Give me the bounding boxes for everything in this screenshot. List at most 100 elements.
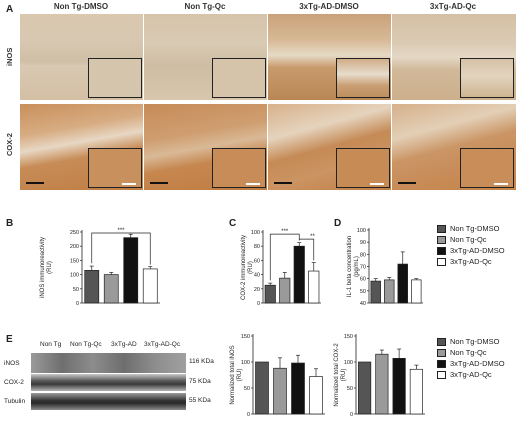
inset-zoom [88,58,142,98]
legend-item: 3xTg-AD-Qc [437,370,505,381]
bar [273,367,287,415]
legend-swatch [437,225,446,234]
inset-zoom [336,148,390,188]
y-tick-label: 60 [360,277,366,283]
legend-label: 3xTg-AD-DMSO [450,359,505,368]
legend-label: Non Tg-DMSO [450,224,500,233]
significance-bracket [91,232,151,265]
inset-zoom [336,58,390,98]
y-tick-label: 100 [251,230,260,236]
bar [308,270,320,304]
inset-zoom [212,58,266,98]
micrograph-cox2-3xtg-qc [391,103,517,191]
legend-item: Non Tg-DMSO [437,337,505,348]
column-title-3xtg-qc: 3xTg-AD-Qc [429,2,477,11]
inset-scale-bar [246,183,260,185]
y-tick-label: 50 [347,386,353,392]
bar [370,280,381,304]
legend-swatch [437,371,446,380]
bar [409,368,423,415]
band-size-tubulin: 55 KDa [189,397,211,404]
panel-letter-a: A [6,4,14,15]
y-tick-label: 40 [254,273,260,279]
y-tick-label: 200 [70,244,79,250]
bar [123,237,139,304]
y-axis-label: Normalized total COX-2(RU) [334,343,347,407]
y-axis-label-line: (RU) [341,369,347,382]
scale-bar [150,182,168,184]
legend-label: Non Tg-DMSO [450,337,500,346]
bar [84,269,100,304]
panel-letter-b: B [6,218,14,229]
significance-bracket [299,238,315,261]
legend-swatch [437,258,446,267]
y-tick-label: 150 [344,334,353,340]
y-tick-label: 0 [76,301,79,307]
y-axis-label-line: IL-1 beta concentration [347,236,353,297]
bar [264,284,276,304]
inset-zoom [212,148,266,188]
y-tick-label: 50 [244,386,250,392]
blot-strip-cox2 [31,374,186,391]
y-tick-label: 150 [70,258,79,264]
micrograph-inos-3xtg-dmso [267,13,393,101]
micrograph-inos-3xtg-qc [391,13,517,101]
chart-d: IL-1 beta concentration(pg/mL)4050607080… [347,228,423,307]
legend-label: 3xTg-AD-Qc [450,257,492,266]
y-tick-label: 250 [70,230,79,236]
row-label-cox2: COX-2 [5,133,14,156]
bar [397,263,408,304]
scale-bar [26,182,44,184]
y-tick-label: 60 [254,258,260,264]
bar [293,245,305,304]
bar [384,279,395,304]
significance-label: *** [281,229,289,235]
y-axis-label-line: (pg/mL) [354,256,360,277]
legend-label: 3xTg-AD-DMSO [450,246,505,255]
y-axis-label-line: Normalized total COX-2 [334,343,340,407]
y-tick-label: 70 [360,265,366,271]
band-size-inos: 116 KDa [189,358,214,365]
chart-e-inos: Normalized total iNOS(RU) 0 50 100 150 [230,334,325,418]
bar [358,361,372,415]
y-tick-label: 100 [344,360,353,366]
y-tick-label: 50 [73,287,79,293]
lane-label-3xtg-qc: 3xTg-AD-Qc [144,341,181,348]
legend-item: 3xTg-AD-Qc [437,257,505,268]
bar [291,362,305,415]
legend-item: Non Tg-DMSO [437,224,505,235]
blot-strip-inos [31,353,186,373]
y-axis-label-line: Normalized total iNOS [230,345,236,404]
lane-label-3xtg: 3xTg-AD [111,341,137,348]
y-tick-label: 150 [241,334,250,340]
legend-item: Non Tg-Qc [437,235,505,246]
band-name-inos: iNOS [4,360,20,367]
inset-scale-bar [122,183,136,185]
micrograph-inos-nontg-dmso [19,13,145,101]
y-axis-label-line: (RU) [47,261,53,274]
y-tick-label: 100 [70,273,79,279]
y-axis-label: Normalized total iNOS(RU) [230,345,243,404]
chart-b: iNOS immunoreactivity(RU) 0 50 100 150 200 250… [40,228,160,307]
micrograph-cox2-3xtg-dmso [267,103,393,191]
legend-swatch [437,349,446,358]
lane-label-nontg: Non Tg [40,341,62,348]
legend-item: 3xTg-AD-DMSO [437,359,505,370]
inset-zoom [460,148,514,188]
legend-top: Non Tg-DMSO Non Tg-Qc 3xTg-AD-DMSO 3xTg-… [437,224,505,268]
y-tick-label: 0 [247,412,250,418]
panel-letter-e: E [6,334,13,345]
y-tick-label: 80 [360,252,366,258]
y-tick-label: 90 [360,240,366,246]
column-title-nontg-dmso: Non Tg-DMSO [53,2,109,11]
inset-zoom [88,148,142,188]
column-title-3xtg-dmso: 3xTg-AD-DMSO [299,2,359,11]
panel-letter-c: C [229,218,237,229]
y-tick-label: 0 [350,412,353,418]
significance-label: *** [117,228,125,234]
bar [411,279,422,304]
bar [392,358,406,415]
scale-bar [398,182,416,184]
